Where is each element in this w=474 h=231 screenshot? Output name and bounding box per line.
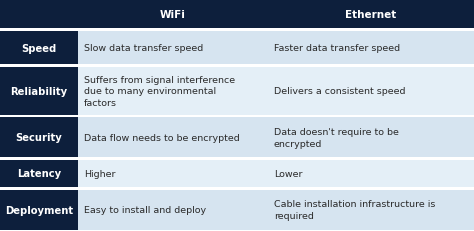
Bar xyxy=(268,1,474,29)
Text: Lower: Lower xyxy=(274,169,302,178)
Bar xyxy=(0,67,78,115)
Bar xyxy=(268,32,474,65)
Text: Higher: Higher xyxy=(84,169,116,178)
Bar xyxy=(268,160,474,187)
Text: Faster data transfer speed: Faster data transfer speed xyxy=(274,44,400,53)
Text: Cable installation infrastructure is
required: Cable installation infrastructure is req… xyxy=(274,200,436,220)
Text: Latency: Latency xyxy=(17,169,61,179)
Text: Delivers a consistent speed: Delivers a consistent speed xyxy=(274,87,405,96)
Text: WiFi: WiFi xyxy=(160,10,186,20)
Bar xyxy=(78,190,268,230)
Bar xyxy=(0,190,78,230)
Bar xyxy=(78,32,268,65)
Text: Suffers from signal interference
due to many environmental
factors: Suffers from signal interference due to … xyxy=(84,75,235,107)
Text: Ethernet: Ethernet xyxy=(346,10,397,20)
Bar xyxy=(78,118,268,158)
Text: Data flow needs to be encrypted: Data flow needs to be encrypted xyxy=(84,133,240,142)
Bar xyxy=(0,118,78,158)
Bar xyxy=(0,160,78,187)
Text: Reliability: Reliability xyxy=(10,86,68,96)
Bar xyxy=(268,67,474,115)
Bar xyxy=(78,67,268,115)
Bar xyxy=(78,160,268,187)
Text: Security: Security xyxy=(16,133,63,143)
Bar xyxy=(268,190,474,230)
Bar xyxy=(78,1,268,29)
Text: Easy to install and deploy: Easy to install and deploy xyxy=(84,205,206,214)
Text: Deployment: Deployment xyxy=(5,205,73,215)
Bar xyxy=(268,118,474,158)
Text: Slow data transfer speed: Slow data transfer speed xyxy=(84,44,203,53)
Bar xyxy=(0,1,78,29)
Text: Data doesn't require to be
encrypted: Data doesn't require to be encrypted xyxy=(274,128,399,148)
Bar xyxy=(0,32,78,65)
Text: Speed: Speed xyxy=(21,43,56,53)
